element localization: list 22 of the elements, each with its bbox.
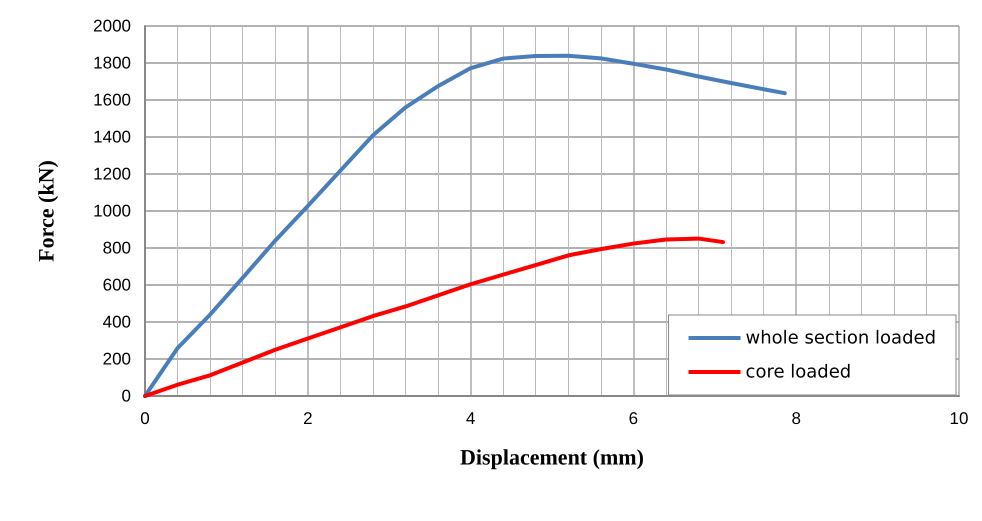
line-series xyxy=(143,236,725,398)
x-tick-label: 10 xyxy=(950,409,968,428)
x-tick-label: 8 xyxy=(791,409,801,428)
x-tick-label: 0 xyxy=(140,409,150,428)
y-tick-label: 600 xyxy=(102,276,131,294)
y-tick-label: 0 xyxy=(122,386,131,406)
y-tick-label: 2000 xyxy=(93,16,131,36)
y-axis-title: Force (kN) xyxy=(34,160,58,262)
y-tick-label: 1400 xyxy=(93,128,131,146)
legend-label: whole section loaded xyxy=(746,328,936,348)
y-tick-label: 800 xyxy=(102,238,131,258)
y-tick-label: 1000 xyxy=(93,202,131,220)
legend-label: core loaded xyxy=(746,362,852,382)
y-tick-label: 1600 xyxy=(93,90,131,110)
y-tick-label: 1200 xyxy=(93,164,131,184)
x-axis-title: Displacement (mm) xyxy=(460,444,644,470)
x-tick-label: 6 xyxy=(628,409,638,428)
y-tick-label: 1800 xyxy=(93,54,131,72)
y-tick-label: 200 xyxy=(102,350,131,368)
y-tick-label: 400 xyxy=(102,312,131,332)
x-tick-label: 4 xyxy=(466,409,476,428)
x-tick-label: 2 xyxy=(303,409,313,428)
